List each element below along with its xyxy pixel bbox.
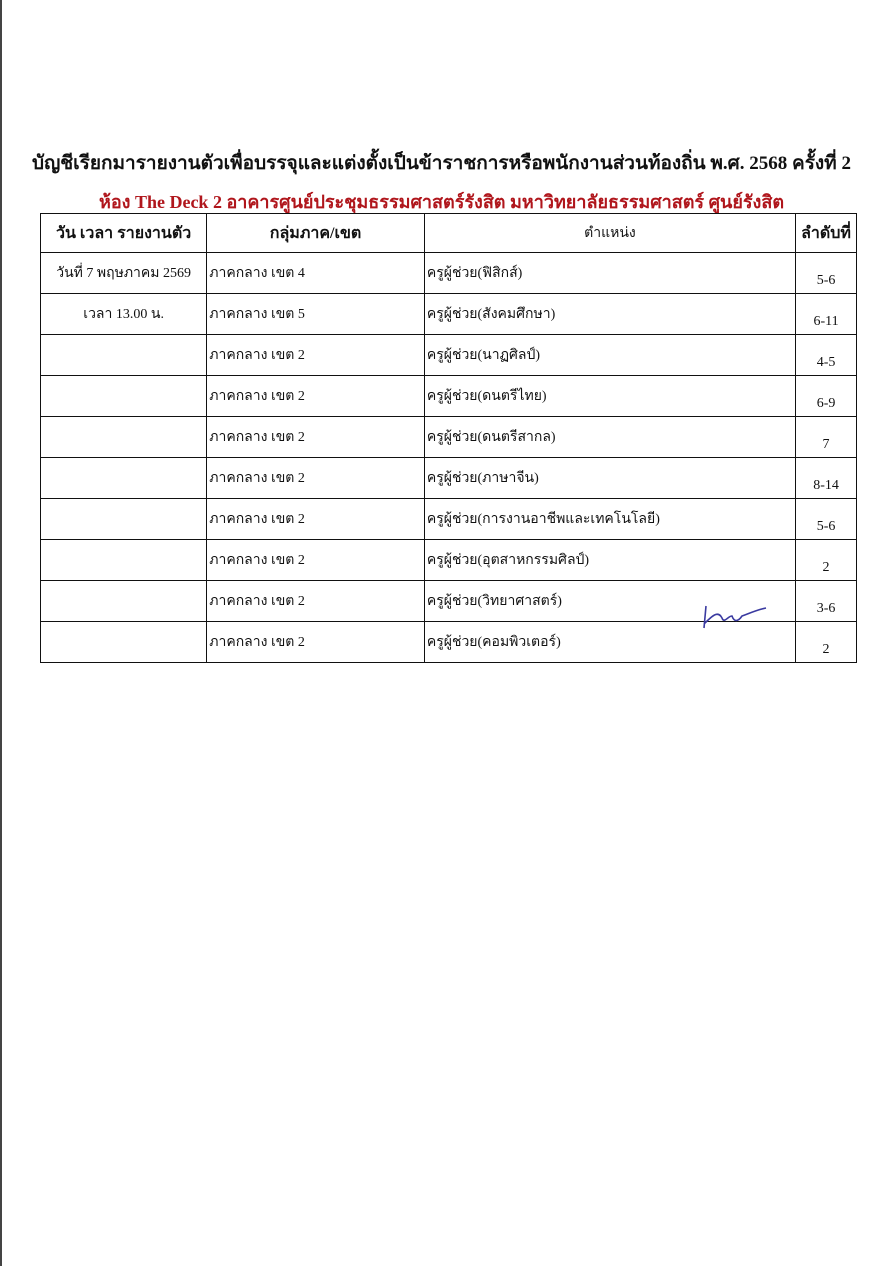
region-cell: ภาคกลาง เขต 2 xyxy=(206,375,425,417)
scan-edge xyxy=(0,0,2,1266)
header-position: ตำแหน่ง xyxy=(423,213,797,253)
rank-cell: 2 xyxy=(795,539,857,581)
position-cell: ครูผู้ช่วย(ดนตรีไทย) xyxy=(423,375,797,417)
report-time-cell xyxy=(39,416,208,458)
report-time-cell xyxy=(39,334,208,376)
region-cell: ภาคกลาง เขต 2 xyxy=(206,334,425,376)
report-time-cell: เวลา 13.00 น. xyxy=(39,293,208,335)
report-time-cell xyxy=(39,498,208,540)
position-cell: ครูผู้ช่วย(นาฏศิลป์) xyxy=(423,334,797,376)
region-cell: ภาคกลาง เขต 2 xyxy=(206,580,425,622)
table-row: ภาคกลาง เขต 2 ครูผู้ช่วย(ดนตรีไทย) 6-9 xyxy=(39,375,857,417)
rank-cell: 3-6 xyxy=(795,580,857,622)
position-cell: ครูผู้ช่วย(อุตสาหกรรมศิลป์) xyxy=(423,539,797,581)
report-time-cell xyxy=(39,457,208,499)
table-row: ภาคกลาง เขต 2 ครูผู้ช่วย(การงานอาชีพและเท… xyxy=(39,498,857,540)
rank-cell: 6-9 xyxy=(795,375,857,417)
position-cell: ครูผู้ช่วย(การงานอาชีพและเทคโนโลยี) xyxy=(423,498,797,540)
report-time-cell xyxy=(39,375,208,417)
table-row: ภาคกลาง เขต 2 ครูผู้ช่วย(อุตสาหกรรมศิลป์)… xyxy=(39,539,857,581)
table-row: ภาคกลาง เขต 2 ครูผู้ช่วย(ดนตรีสากล) 7 xyxy=(39,416,857,458)
table-row: เวลา 13.00 น. ภาคกลาง เขต 5 ครูผู้ช่วย(สัง… xyxy=(39,293,857,335)
region-cell: ภาคกลาง เขต 5 xyxy=(206,293,425,335)
rank-cell: 5-6 xyxy=(795,498,857,540)
region-cell: ภาคกลาง เขต 2 xyxy=(206,457,425,499)
table-row: ภาคกลาง เขต 2 ครูผู้ช่วย(นาฏศิลป์) 4-5 xyxy=(39,334,857,376)
position-cell: ครูผู้ช่วย(ฟิสิกส์) xyxy=(423,252,797,294)
document-subtitle: ห้อง The Deck 2 อาคารศูนย์ประชุมธรรมศาสต… xyxy=(98,192,785,212)
header-region: กลุ่มภาค/เขต xyxy=(206,213,425,253)
rank-cell: 2 xyxy=(795,621,857,663)
header-rank: ลำดับที่ xyxy=(795,213,857,253)
rank-cell: 5-6 xyxy=(795,252,857,294)
report-time-cell xyxy=(39,539,208,581)
table-row: ภาคกลาง เขต 2 ครูผู้ช่วย(ภาษาจีน) 8-14 xyxy=(39,457,857,499)
region-cell: ภาคกลาง เขต 2 xyxy=(206,498,425,540)
region-cell: ภาคกลาง เขต 4 xyxy=(206,252,425,294)
position-cell: ครูผู้ช่วย(ภาษาจีน) xyxy=(423,457,797,499)
table-row: ภาคกลาง เขต 2 ครูผู้ช่วย(คอมพิวเตอร์) 2 xyxy=(39,621,857,663)
table-row: ภาคกลาง เขต 2 ครูผู้ช่วย(วิทยาศาสตร์) 3-6 xyxy=(39,580,857,622)
region-cell: ภาคกลาง เขต 2 xyxy=(206,621,425,663)
position-cell: ครูผู้ช่วย(คอมพิวเตอร์) xyxy=(423,621,797,663)
document-title: บัญชีเรียกมารายงานตัวเพื่อบรรจุและแต่งตั… xyxy=(32,153,851,174)
rank-cell: 8-14 xyxy=(795,457,857,499)
header-report-time: วัน เวลา รายงานตัว xyxy=(39,213,208,253)
report-time-cell xyxy=(39,621,208,663)
region-cell: ภาคกลาง เขต 2 xyxy=(206,416,425,458)
rank-cell: 4-5 xyxy=(795,334,857,376)
report-time-cell: วันที่ 7 พฤษภาคม 2569 xyxy=(39,252,208,294)
region-cell: ภาคกลาง เขต 2 xyxy=(206,539,425,581)
table-header-row: วัน เวลา รายงานตัว กลุ่มภาค/เขต ตำแหน่ง … xyxy=(39,213,857,253)
rank-cell: 7 xyxy=(795,416,857,458)
report-time-cell xyxy=(39,580,208,622)
position-cell: ครูผู้ช่วย(สังคมศึกษา) xyxy=(423,293,797,335)
table-row: วันที่ 7 พฤษภาคม 2569 ภาคกลาง เขต 4 ครูผู้… xyxy=(39,252,857,294)
handwritten-signature xyxy=(703,605,767,629)
position-cell: ครูผู้ช่วย(วิทยาศาสตร์) xyxy=(423,580,797,622)
report-schedule-table: วัน เวลา รายงานตัว กลุ่มภาค/เขต ตำแหน่ง … xyxy=(39,213,857,663)
rank-cell: 6-11 xyxy=(795,293,857,335)
position-cell: ครูผู้ช่วย(ดนตรีสากล) xyxy=(423,416,797,458)
